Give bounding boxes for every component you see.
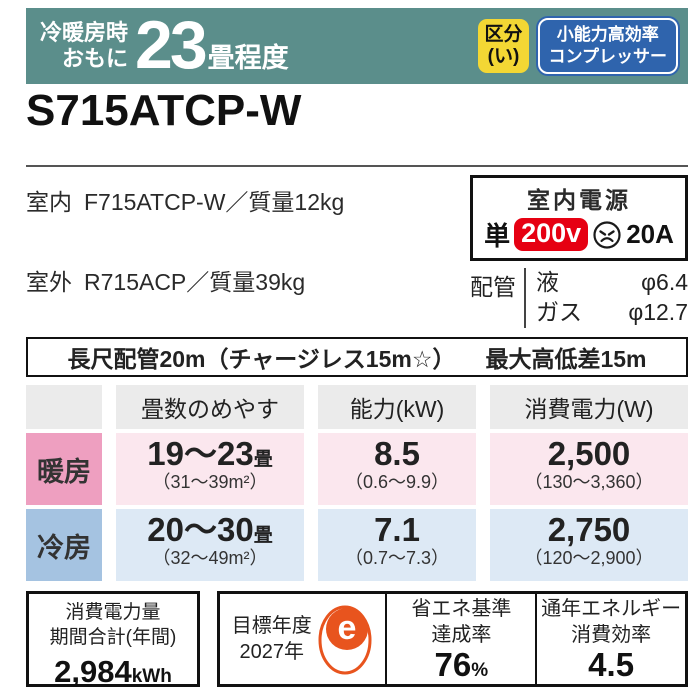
power-phase: 単 (484, 221, 511, 252)
piping-liquid-value: φ6.4 (641, 269, 688, 296)
energy-group-box: 目標年度 2027年 e 省エネ基準 達成率 76% 通年エネルギー 消費効率 … (217, 591, 688, 688)
heating-capacity-value: 8.5 (374, 435, 420, 473)
cooling-area-unit: 畳 (253, 525, 273, 547)
header-usage-label: 冷暖房時 おもに (40, 20, 128, 72)
cooling-capacity-cell: 7.1 （0.7～7.3） (318, 509, 476, 582)
tatami-size-value: 23 (135, 7, 208, 84)
cooling-capacity-value: 7.1 (374, 511, 420, 549)
piping-gas-value: φ12.7 (628, 299, 688, 326)
class-badge-line1: 区分 (484, 24, 523, 46)
heating-capacity-sub: （0.6～9.9） (344, 471, 450, 492)
header-badges: 区分 (い) 小能力高効率 コンプレッサー (478, 17, 678, 75)
table-header-power: 消費電力(W) (490, 385, 688, 430)
piping-liquid-row: 液 φ6.4 (536, 268, 688, 298)
cooling-capacity-sub: （0.7～7.3） (344, 547, 450, 568)
target-year-cell: 目標年度 2027年 e (220, 594, 385, 684)
piping-spec: 配管 液 φ6.4 ガス φ12.7 (470, 268, 688, 329)
header-line2: おもに (62, 46, 129, 71)
class-badge: 区分 (い) (478, 19, 529, 73)
energy-info-row: 消費電力量 期間合計(年間) 2,984kWh 目標年度 2027年 e 省エネ… (26, 591, 688, 689)
indoor-unit-line: 室内 F715ATCP-W／質量12kg (26, 183, 470, 217)
standard-rate-line1: 省エネ基準 (411, 597, 512, 620)
table-header-capacity: 能力(kW) (318, 385, 476, 430)
power-box-title: 室内電源 (527, 187, 631, 214)
power-piping-column: 室内電源 単 200v 20A 配管 液 (470, 175, 688, 329)
outlet-icon (593, 221, 621, 249)
class-badge-line2: (い) (487, 46, 520, 67)
outdoor-unit-label: 室外 (26, 269, 72, 296)
compressor-badge: 小能力高効率 コンプレッサー (537, 17, 678, 75)
table-header-area: 畳数のめやす (116, 385, 304, 430)
model-number: S715ATCP-W (26, 86, 302, 135)
cooling-power-cell: 2,750 （120～2,900） (490, 509, 688, 582)
indoor-unit-value: F715ATCP-W／質量12kg (84, 189, 345, 216)
piping-gas-row: ガス φ12.7 (536, 298, 688, 328)
annual-power-box: 消費電力量 期間合計(年間) 2,984kWh (26, 591, 200, 689)
header-line1: 冷暖房時 (40, 20, 129, 46)
annual-power-value: 2,984 (54, 653, 132, 689)
max-height-diff-text: 最大高低差15m (485, 346, 647, 373)
divider-line (26, 165, 688, 168)
apf-line2: 消費効率 (571, 623, 652, 646)
header-band: 冷暖房時 おもに 23 畳程度 区分 (い) 小能力高効率 コンプレッサー (26, 8, 688, 84)
long-piping-text: 長尺配管20m（チャージレス15m☆） (67, 346, 456, 373)
indoor-power-box: 室内電源 単 200v 20A (470, 175, 688, 262)
piping-gas-name: ガス (536, 299, 582, 326)
voltage-badge: 200v (514, 218, 589, 252)
long-piping-banner: 長尺配管20m（チャージレス15m☆） 最大高低差15m (26, 337, 688, 378)
unit-spec-section: 室内 F715ATCP-W／質量12kg 室外 R715ACP／質量39kg 室内電… (26, 175, 688, 329)
standard-rate-unit: % (471, 659, 489, 681)
target-year-value: 2027年 (239, 641, 304, 664)
standard-rate-value: 76 (434, 645, 472, 683)
compressor-badge-line1: 小能力高効率 (556, 24, 659, 44)
standard-rate-line2: 達成率 (431, 623, 492, 646)
unit-names: 室内 F715ATCP-W／質量12kg 室外 R715ACP／質量39kg (26, 175, 470, 328)
outdoor-unit-value: R715ACP／質量39kg (84, 269, 306, 296)
cooling-power-sub: （120～2,900） (524, 547, 654, 568)
apf-value: 4.5 (588, 645, 635, 683)
power-amperage: 20A (626, 219, 674, 250)
capacity-table: 畳数のめやす 能力(kW) 消費電力(W) 暖房 19～23畳 （31～39m²… (26, 385, 688, 582)
heating-capacity-cell: 8.5 （0.6～9.9） (318, 433, 476, 506)
standard-rate-cell: 省エネ基準 達成率 76% (385, 594, 535, 685)
cooling-power-value: 2,750 (547, 511, 631, 549)
power-spec-line: 単 200v 20A (475, 216, 683, 253)
piping-values: 液 φ6.4 ガス φ12.7 (524, 268, 688, 329)
low-temp-heating-footnote: 低温暖房能力7.2kW（外気温2℃時） (26, 693, 688, 700)
heating-power-value: 2,500 (547, 435, 631, 473)
energy-saving-e-icon: e (318, 605, 372, 675)
compressor-badge-line2: コンプレッサー (548, 47, 668, 66)
tatami-size-unit: 畳程度 (207, 43, 289, 73)
table-header-blank (26, 385, 102, 430)
piping-label: 配管 (470, 274, 516, 301)
heating-power-cell: 2,500 （130～3,360） (490, 433, 688, 506)
annual-power-unit: kWh (131, 665, 172, 687)
cooling-area-range: 20～30 (147, 511, 254, 549)
annual-power-line2: 期間合計(年間) (49, 626, 177, 648)
heating-area-sub: （31～39m²） (152, 471, 268, 492)
heating-area-cell: 19～23畳 （31～39m²） (116, 433, 304, 506)
cooling-row-label: 冷房 (26, 509, 102, 582)
heating-area-unit: 畳 (253, 449, 273, 471)
outdoor-unit-line: 室外 R715ACP／質量39kg (26, 263, 470, 297)
apf-cell: 通年エネルギー 消費効率 4.5 (535, 594, 685, 685)
svg-text:e: e (337, 609, 356, 647)
indoor-unit-label: 室内 (26, 189, 72, 216)
target-year-label: 目標年度 (231, 615, 312, 638)
apf-line1: 通年エネルギー (541, 597, 682, 620)
heating-area-range: 19～23 (147, 435, 254, 473)
piping-liquid-name: 液 (536, 269, 559, 296)
annual-power-line1: 消費電力量 (65, 602, 161, 624)
cooling-area-cell: 20～30畳 （32～49m²） (116, 509, 304, 582)
cooling-area-sub: （32～49m²） (152, 547, 268, 568)
heating-row-label: 暖房 (26, 433, 102, 506)
heating-power-sub: （130～3,360） (524, 471, 654, 492)
